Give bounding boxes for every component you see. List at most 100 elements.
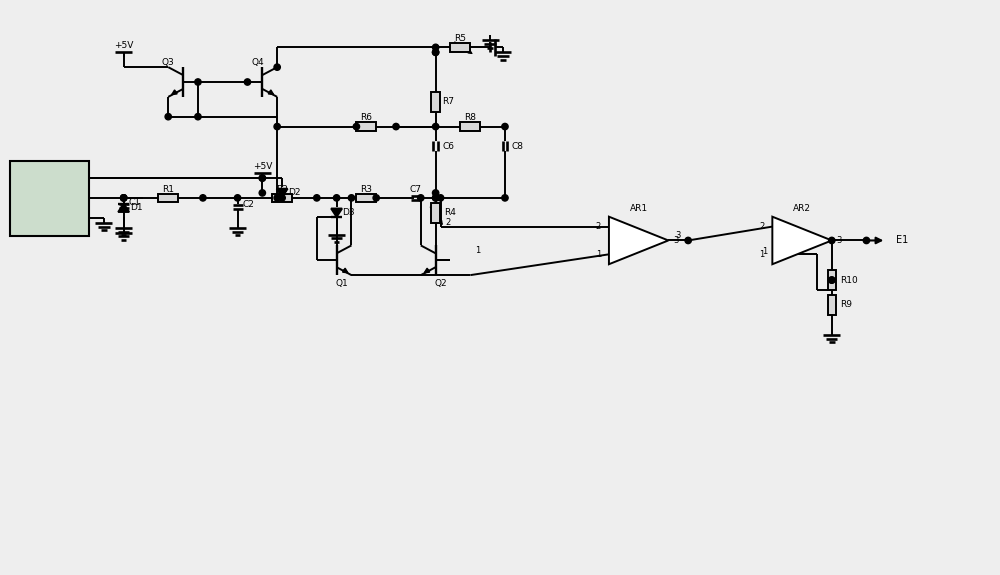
Polygon shape [772, 217, 832, 264]
Circle shape [685, 237, 691, 244]
Circle shape [418, 195, 424, 201]
Circle shape [432, 190, 439, 196]
Text: R6: R6 [360, 113, 372, 122]
Text: D1: D1 [131, 204, 143, 212]
Text: C1: C1 [129, 198, 141, 208]
Text: +: + [614, 223, 624, 232]
Text: 1: 1 [759, 250, 764, 259]
Text: 3: 3 [673, 236, 679, 245]
Circle shape [200, 195, 206, 201]
Circle shape [314, 195, 320, 201]
Text: R7: R7 [443, 97, 455, 106]
Circle shape [432, 49, 439, 55]
Text: R9: R9 [840, 300, 852, 309]
Circle shape [121, 195, 127, 201]
Text: R3: R3 [360, 185, 372, 194]
Bar [272, 194, 292, 202]
Polygon shape [331, 209, 342, 217]
Circle shape [437, 195, 444, 201]
Bar [10, 161, 89, 236]
Circle shape [432, 44, 439, 51]
Text: C8: C8 [512, 142, 524, 151]
Circle shape [121, 195, 127, 201]
Text: 1: 1 [596, 250, 601, 259]
Text: R1: R1 [162, 185, 174, 194]
Text: 2: 2 [596, 222, 601, 231]
Text: 1: 1 [475, 246, 480, 255]
Circle shape [393, 124, 399, 130]
Circle shape [259, 175, 265, 181]
Text: 3: 3 [837, 236, 842, 245]
Circle shape [234, 195, 241, 201]
Circle shape [259, 175, 265, 181]
Circle shape [432, 124, 439, 130]
Text: +5V: +5V [114, 41, 133, 50]
Text: +5V: +5V [253, 162, 272, 171]
Text: AR1: AR1 [630, 204, 648, 213]
Text: Q4: Q4 [251, 58, 264, 67]
Text: R8: R8 [464, 113, 476, 122]
Text: D2: D2 [288, 189, 301, 197]
Bar [431, 203, 440, 223]
Text: E1: E1 [896, 235, 908, 246]
Text: C2: C2 [243, 200, 254, 209]
Bar [356, 194, 376, 202]
Circle shape [502, 124, 508, 130]
Bar [828, 270, 836, 290]
Text: C6: C6 [443, 142, 455, 151]
Bar [460, 122, 480, 131]
Text: R4: R4 [444, 208, 456, 217]
Text: 2: 2 [759, 222, 764, 231]
Bar [356, 122, 376, 131]
Circle shape [348, 195, 355, 201]
Text: R10: R10 [840, 275, 857, 285]
Circle shape [279, 195, 285, 201]
Text: 2: 2 [76, 193, 81, 202]
Text: +: + [778, 223, 787, 232]
Text: R2: R2 [276, 185, 288, 194]
Circle shape [244, 79, 251, 85]
Text: D3: D3 [343, 208, 355, 217]
Polygon shape [609, 217, 668, 264]
Bar [450, 43, 470, 52]
Circle shape [432, 195, 439, 201]
Bar [828, 295, 836, 315]
Circle shape [829, 277, 835, 283]
Text: 3: 3 [676, 231, 681, 240]
Circle shape [829, 277, 835, 283]
Text: 1: 1 [76, 213, 81, 222]
Text: R5: R5 [454, 34, 466, 43]
Circle shape [274, 64, 280, 70]
Circle shape [373, 195, 379, 201]
Circle shape [274, 195, 280, 201]
Circle shape [121, 195, 127, 201]
Circle shape [432, 49, 439, 55]
Text: AR2: AR2 [793, 204, 811, 213]
Text: 2: 2 [446, 218, 451, 227]
Text: Q3: Q3 [162, 58, 175, 67]
Circle shape [274, 124, 280, 130]
Circle shape [195, 113, 201, 120]
Polygon shape [118, 204, 129, 212]
Circle shape [829, 237, 835, 244]
Text: Q1: Q1 [335, 278, 348, 288]
Text: SJ-ADC: SJ-ADC [22, 200, 47, 208]
Circle shape [165, 113, 171, 120]
Circle shape [333, 195, 340, 201]
Polygon shape [277, 189, 288, 197]
Text: 3: 3 [76, 174, 81, 183]
Text: −: − [777, 247, 787, 260]
Circle shape [353, 124, 360, 130]
Circle shape [259, 190, 265, 196]
Circle shape [432, 195, 439, 201]
Text: 1: 1 [762, 247, 767, 256]
Circle shape [502, 195, 508, 201]
Circle shape [863, 237, 870, 244]
Circle shape [195, 79, 201, 85]
Text: Q2: Q2 [434, 278, 447, 288]
Text: J1: J1 [25, 166, 34, 176]
Bar [431, 92, 440, 112]
Text: C7: C7 [410, 185, 422, 194]
Bar [158, 194, 178, 202]
Text: −: − [614, 247, 624, 260]
